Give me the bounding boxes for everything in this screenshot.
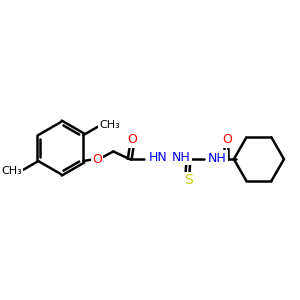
Text: O: O	[128, 134, 137, 146]
Text: HN: HN	[149, 151, 168, 164]
Text: S: S	[184, 173, 193, 188]
Text: CH₃: CH₃	[99, 120, 120, 130]
Text: O: O	[92, 153, 102, 166]
Text: NH: NH	[208, 152, 226, 165]
Text: CH₃: CH₃	[2, 166, 22, 176]
Text: NH: NH	[172, 151, 191, 164]
Text: O: O	[222, 134, 232, 146]
